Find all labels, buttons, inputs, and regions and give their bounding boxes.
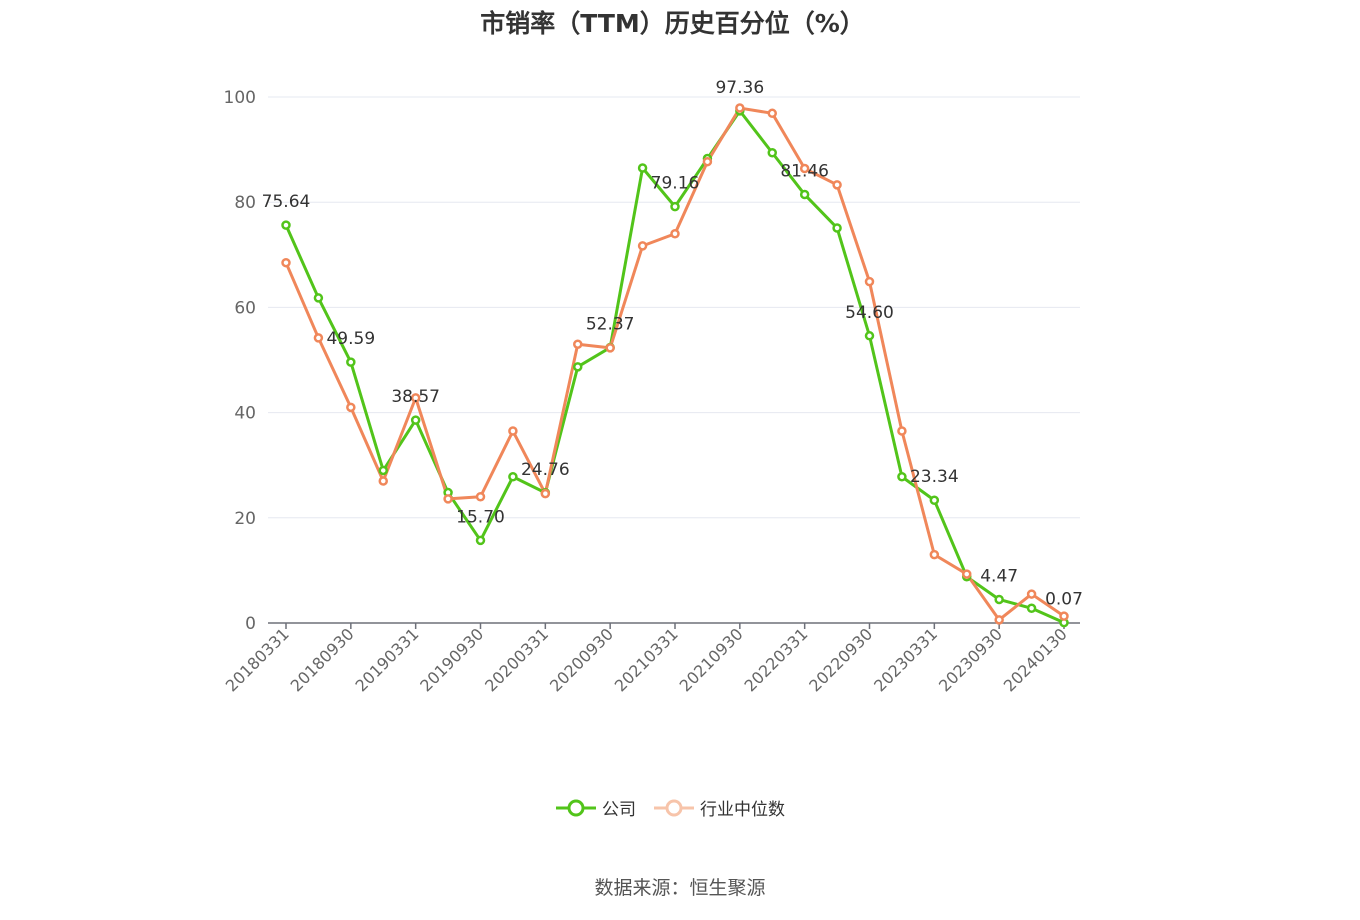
data-label: 52.37 [586, 315, 635, 335]
x-tick-label: 20230331 [870, 624, 941, 695]
data-point-industry [346, 402, 356, 413]
data-point-industry [637, 241, 648, 251]
data-label: 75.64 [262, 192, 311, 212]
data-point-industry [767, 108, 777, 119]
legend-item-company[interactable]: 公司 [556, 795, 636, 820]
data-point-company [1026, 603, 1037, 614]
data-point-company [637, 163, 648, 173]
data-point-industry [540, 488, 551, 499]
data-point-industry [994, 615, 1004, 625]
y-tick-label: 100 [224, 88, 256, 108]
data-point-industry [378, 476, 388, 486]
y-tick-label: 40 [234, 404, 256, 424]
data-point-company [994, 594, 1004, 605]
x-tick-label: 20180930 [287, 624, 358, 695]
x-tick-label: 20210331 [611, 624, 682, 695]
data-label: 15.70 [456, 507, 505, 527]
chart-legend: 公司 行业中位数 [556, 795, 803, 820]
data-point-company [767, 148, 777, 158]
data-point-industry [605, 343, 615, 353]
legend-label-company: 公司 [602, 800, 636, 820]
data-point-company [929, 495, 940, 505]
x-tick-label: 20210930 [676, 624, 747, 695]
data-point-industry [573, 339, 583, 349]
x-tick-label: 20200331 [481, 624, 552, 695]
legend-company-icon [556, 799, 596, 816]
legend-label-industry: 行业中位数 [700, 800, 785, 820]
data-label: 79.16 [651, 174, 700, 194]
data-label: 49.59 [326, 329, 375, 349]
x-tick-label: 20190331 [351, 624, 422, 695]
data-point-company [378, 465, 388, 476]
data-source: 数据来源：恒生聚源 [594, 877, 766, 899]
x-tick-label: 20200930 [546, 624, 617, 695]
data-point-company [573, 362, 583, 372]
data-point-company [832, 223, 842, 233]
data-point-industry [897, 426, 907, 436]
data-point-industry [962, 569, 972, 579]
data-label: 24.76 [521, 460, 570, 480]
x-tick-label: 20190930 [416, 624, 487, 695]
data-label: 54.60 [845, 303, 894, 323]
data-point-industry [832, 180, 842, 190]
data-point-industry [410, 393, 421, 403]
data-point-industry [864, 276, 875, 287]
data-point-industry [443, 494, 453, 504]
data-label: 0.07 [1045, 590, 1083, 610]
data-label: 38.57 [391, 387, 440, 407]
x-tick-label: 20220331 [740, 624, 811, 695]
data-point-company [475, 535, 486, 546]
y-tick-label: 20 [234, 509, 256, 529]
data-point-industry [735, 103, 745, 113]
data-point-company [508, 472, 518, 482]
data-point-company [670, 201, 680, 212]
data-label: 23.34 [910, 467, 959, 487]
y-tick-label: 60 [234, 298, 256, 318]
legend-industry-icon [654, 799, 694, 816]
data-label: 81.46 [780, 162, 829, 182]
data-label: 97.36 [715, 78, 764, 98]
data-point-industry [475, 492, 486, 502]
x-tick-label: 20180331 [222, 624, 293, 695]
data-point-industry [1026, 589, 1037, 599]
data-point-company [346, 357, 356, 367]
data-point-industry [670, 229, 680, 239]
x-tick-label: 20240130 [1000, 624, 1071, 695]
data-point-company [410, 415, 421, 425]
data-point-company [799, 189, 810, 200]
data-point-industry [281, 257, 291, 268]
data-point-industry [313, 333, 324, 343]
data-point-industry [929, 549, 940, 560]
data-label: 4.47 [980, 566, 1018, 586]
x-tick-label: 20220930 [805, 624, 876, 695]
x-tick-label: 20230930 [935, 624, 1006, 695]
y-tick-label: 80 [234, 193, 256, 213]
data-point-company [897, 472, 907, 482]
data-point-industry [508, 426, 518, 436]
data-point-industry [1059, 611, 1069, 621]
data-point-company [313, 293, 324, 303]
legend-item-industry[interactable]: 行业中位数 [654, 795, 785, 820]
y-tick-label: 0 [245, 614, 256, 634]
data-point-company [281, 220, 291, 230]
data-point-industry [799, 163, 810, 174]
data-point-industry [702, 156, 713, 167]
chart-title: 市销率（TTM）历史百分位（%） [480, 9, 865, 38]
data-point-company [864, 331, 875, 341]
